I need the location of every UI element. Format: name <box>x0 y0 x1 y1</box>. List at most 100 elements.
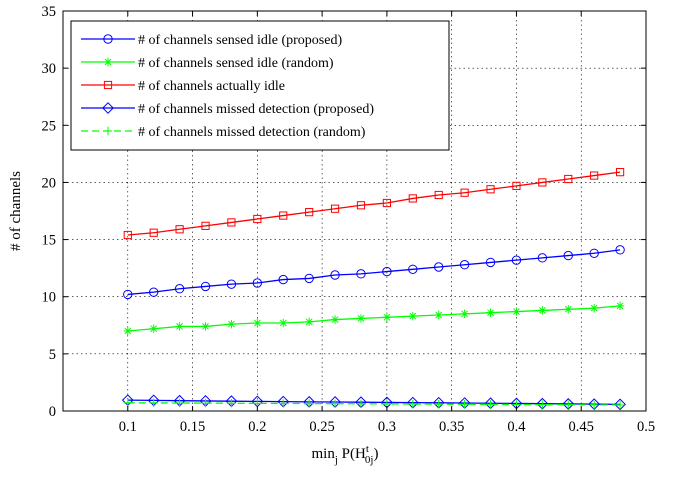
legend-label: # of channels sensed idle (random) <box>138 56 334 71</box>
data-point-circle <box>330 270 340 280</box>
data-point-square <box>253 214 262 224</box>
data-point-plus <box>486 400 495 409</box>
data-point-square <box>123 230 132 240</box>
x-axis-label-main: min <box>312 446 336 462</box>
x-tick-label: 0.25 <box>309 419 334 435</box>
data-point-plus <box>356 399 366 408</box>
series-line <box>127 171 621 236</box>
data-point-square <box>279 211 288 220</box>
data-point-square <box>408 194 417 203</box>
data-point-diamond <box>536 397 549 410</box>
x-axis-label-sup: t <box>366 443 369 455</box>
y-tick-label: 20 <box>42 175 57 191</box>
data-point-star <box>175 322 184 331</box>
data-point-plus <box>615 400 625 410</box>
data-point-circle <box>537 253 548 263</box>
grid-lines <box>63 11 646 411</box>
data-point-star <box>434 310 443 320</box>
data-point-square <box>227 218 236 227</box>
legend: # of channels sensed idle (proposed) # of… <box>70 20 450 151</box>
legend-label: # of channels sensed idle (proposed) <box>138 33 342 48</box>
x-tick-label: 0.3 <box>378 419 396 435</box>
legend-label: # of channels missed detection (proposed… <box>138 102 374 117</box>
data-point-square <box>538 178 547 187</box>
data-point-circle <box>408 264 418 274</box>
x-axis-label-sub2: 0j <box>365 454 374 466</box>
data-point-square <box>615 168 625 177</box>
data-point-circle <box>226 279 237 289</box>
axis-ticks: 0.1 0.15 0.2 0.25 0.3 0.35 0.4 0.45 0.5 0 5 10 15 20 2… <box>42 4 656 435</box>
data-point-circle <box>485 257 496 268</box>
series-line <box>127 399 621 406</box>
data-point-star <box>589 303 599 313</box>
x-axis-label: minj P(Ht 0j) <box>312 443 379 466</box>
data-point-diamond <box>562 398 575 410</box>
data-point-square <box>486 185 495 194</box>
data-point-circle <box>434 262 444 272</box>
data-point-circle <box>200 281 211 292</box>
x-axis-label-close: ) <box>373 446 378 462</box>
series-1 <box>123 301 625 336</box>
data-point-star <box>304 317 314 327</box>
data-point-star <box>460 309 469 319</box>
data-point-circle <box>356 269 366 279</box>
data-point-square <box>382 198 391 208</box>
x-axis-label-func: P(H <box>338 446 366 462</box>
data-point-circle <box>304 273 314 284</box>
data-point-star <box>486 308 495 317</box>
data-point-circle <box>252 278 263 288</box>
data-point-star <box>538 306 547 315</box>
data-point-circle <box>148 287 159 297</box>
data-point-star <box>123 326 132 336</box>
data-point-square <box>460 188 469 197</box>
x-tick-label: 0.1 <box>119 419 137 435</box>
data-point-star <box>615 301 625 311</box>
data-point-diamond <box>588 398 601 411</box>
data-point-star <box>512 307 521 316</box>
data-point-star <box>201 322 210 331</box>
series-2 <box>123 168 625 240</box>
y-tick-label: 15 <box>42 233 57 249</box>
data-point-circle <box>615 245 625 255</box>
legend-marker <box>103 57 113 67</box>
x-tick-label: 0.35 <box>439 419 464 435</box>
data-point-plus <box>123 398 132 407</box>
data-point-star <box>564 305 573 314</box>
data-point-plus <box>538 400 547 409</box>
series-4 <box>123 398 625 410</box>
data-point-star <box>330 315 340 324</box>
data-point-square <box>305 208 314 217</box>
data-point-star <box>279 318 288 328</box>
data-point-square <box>175 225 184 234</box>
data-point-circle <box>278 274 288 285</box>
data-point-square <box>330 204 340 213</box>
y-tick-label: 25 <box>42 118 57 134</box>
data-point-circle <box>589 248 599 258</box>
data-point-circle <box>174 284 185 294</box>
x-tick-label: 0.2 <box>248 419 266 435</box>
data-point-star <box>356 314 366 323</box>
data-point-plus <box>279 399 288 408</box>
legend-marker <box>103 34 113 44</box>
data-point-star <box>227 319 236 329</box>
data-point-plus <box>460 400 469 409</box>
data-point-square <box>201 221 210 230</box>
data-point-star <box>253 318 262 328</box>
data-point-plus <box>434 399 443 409</box>
series-0 <box>123 245 625 300</box>
y-axis-label: # of channels <box>8 171 24 251</box>
data-point-plus <box>330 399 340 408</box>
data-point-square <box>149 228 158 237</box>
data-point-star <box>149 324 158 333</box>
series-line <box>127 305 621 332</box>
data-point-plus <box>175 398 184 408</box>
y-tick-label: 10 <box>42 290 57 306</box>
data-point-circle <box>123 289 133 300</box>
y-tick-label: 0 <box>49 404 56 420</box>
plot-frame <box>62 10 647 412</box>
data-point-square <box>564 174 573 184</box>
y-tick-label: 35 <box>42 4 57 20</box>
y-tick-label: 5 <box>49 347 56 363</box>
data-point-square <box>590 171 599 180</box>
